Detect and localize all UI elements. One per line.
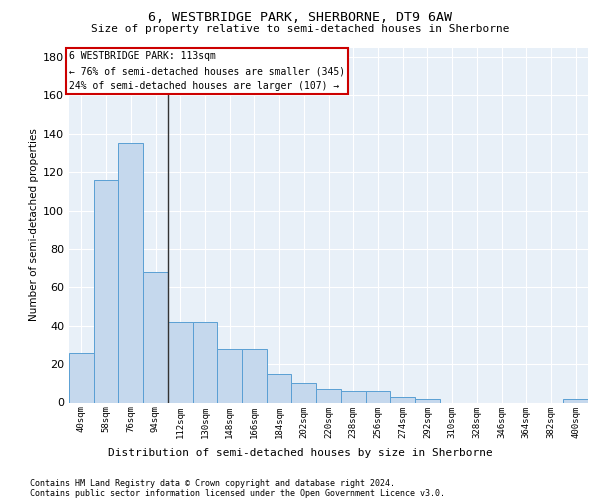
Text: Contains HM Land Registry data © Crown copyright and database right 2024.: Contains HM Land Registry data © Crown c…	[30, 479, 395, 488]
Bar	[316, 389, 341, 402]
Bar	[292, 384, 316, 402]
Bar	[94, 180, 118, 402]
Bar	[390, 396, 415, 402]
Bar	[415, 398, 440, 402]
Bar	[143, 272, 168, 402]
Bar	[341, 391, 365, 402]
Bar	[217, 349, 242, 403]
Text: 6 WESTBRIDGE PARK: 113sqm
← 76% of semi-detached houses are smaller (345)
24% of: 6 WESTBRIDGE PARK: 113sqm ← 76% of semi-…	[69, 52, 345, 91]
Text: Contains public sector information licensed under the Open Government Licence v3: Contains public sector information licen…	[30, 489, 445, 498]
Y-axis label: Number of semi-detached properties: Number of semi-detached properties	[29, 128, 39, 322]
Text: Distribution of semi-detached houses by size in Sherborne: Distribution of semi-detached houses by …	[107, 448, 493, 458]
Bar	[365, 391, 390, 402]
Text: Size of property relative to semi-detached houses in Sherborne: Size of property relative to semi-detach…	[91, 24, 509, 34]
Bar	[118, 144, 143, 402]
Bar	[168, 322, 193, 402]
Text: 6, WESTBRIDGE PARK, SHERBORNE, DT9 6AW: 6, WESTBRIDGE PARK, SHERBORNE, DT9 6AW	[148, 11, 452, 24]
Bar	[563, 398, 588, 402]
Bar	[69, 352, 94, 403]
Bar	[193, 322, 217, 402]
Bar	[267, 374, 292, 402]
Bar	[242, 349, 267, 403]
